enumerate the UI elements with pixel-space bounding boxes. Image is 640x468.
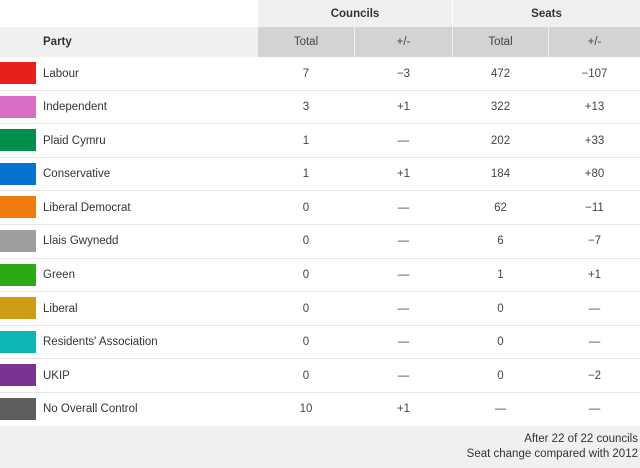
- councils-total-cell: 7: [302, 67, 310, 80]
- seats-change-cell: +33: [584, 134, 605, 147]
- councils-change-cell: —: [397, 134, 410, 147]
- party-color-swatch: [0, 95, 36, 118]
- party-color-swatch: [0, 129, 36, 152]
- party-color-swatch: [0, 364, 36, 387]
- party-name: Llais Gwynedd: [43, 235, 119, 248]
- seats-group-header: Seats: [453, 0, 640, 27]
- party-name: Labour: [43, 67, 79, 80]
- councils-change-cell: —: [397, 302, 410, 315]
- seats-total-cell: 0: [497, 369, 504, 382]
- seats-total-cell: 184: [490, 168, 511, 181]
- party-column-header: Party: [43, 36, 72, 48]
- councils-change-cell: —: [397, 269, 410, 282]
- column-header-row: Party Total +/- Total +/-: [0, 27, 640, 57]
- seats-total-cell: 202: [490, 134, 511, 147]
- councils-change-cell: +1: [396, 101, 411, 114]
- councils-change-cell: —: [397, 201, 410, 214]
- party-name: Liberal Democrat: [43, 201, 131, 214]
- councils-change-cell: −3: [396, 67, 411, 80]
- councils-change-cell: —: [397, 235, 410, 248]
- seats-total-cell: 472: [490, 67, 511, 80]
- seats-change-header: +/-: [549, 27, 640, 57]
- councils-total-header: Total: [258, 27, 354, 57]
- seats-change-cell: —: [588, 336, 601, 349]
- table-row: Green 0 — 1 +1: [0, 259, 640, 293]
- party-name: Plaid Cymru: [43, 134, 106, 147]
- seats-change-cell: +1: [587, 269, 602, 282]
- seats-total-header: Total: [453, 27, 548, 57]
- party-name: UKIP: [43, 369, 70, 382]
- party-color-swatch: [0, 330, 36, 353]
- councils-change-cell: —: [397, 369, 410, 382]
- party-name: Green: [43, 269, 75, 282]
- table-row: Residents' Association 0 — 0 —: [0, 326, 640, 360]
- seats-total-cell: —: [494, 403, 507, 416]
- seats-total-cell: 0: [497, 336, 504, 349]
- footer-comparison-note: Seat change compared with 2012: [466, 448, 638, 460]
- party-color-swatch: [0, 62, 36, 84]
- councils-total-cell: 0: [302, 201, 310, 214]
- table-row: Labour 7 −3 472 −107: [0, 57, 640, 91]
- party-name: Conservative: [43, 168, 111, 181]
- party-color-swatch: [0, 196, 36, 219]
- councils-change-header: +/-: [355, 27, 452, 57]
- councils-total-cell: 0: [302, 269, 310, 282]
- party-color-swatch: [0, 263, 36, 286]
- table-row: Liberal 0 — 0 —: [0, 292, 640, 326]
- councils-change-cell: —: [397, 336, 410, 349]
- table-row: UKIP 0 — 0 −2: [0, 359, 640, 393]
- table-row: Plaid Cymru 1 — 202 +33: [0, 124, 640, 158]
- councils-total-cell: 10: [299, 403, 313, 416]
- party-name: Liberal: [43, 302, 78, 315]
- table-row: Independent 3 +1 322 +13: [0, 91, 640, 125]
- seats-change-cell: +13: [584, 101, 605, 114]
- party-color-swatch: [0, 397, 36, 420]
- councils-total-cell: 3: [302, 101, 310, 114]
- group-header-row: Councils Seats: [0, 0, 640, 27]
- footer-progress-note: After 22 of 22 councils: [524, 433, 638, 445]
- party-name: No Overall Control: [43, 403, 138, 416]
- councils-change-cell: +1: [396, 403, 411, 416]
- party-color-swatch: [0, 297, 36, 320]
- seats-total-cell: 6: [497, 235, 504, 248]
- seats-total-cell: 62: [494, 201, 507, 214]
- seats-change-cell: —: [588, 302, 601, 315]
- seats-total-cell: 322: [490, 101, 511, 114]
- party-name: Residents' Association: [43, 336, 158, 349]
- councils-total-cell: 1: [302, 168, 310, 181]
- councils-total-cell: 0: [302, 369, 310, 382]
- councils-total-cell: 1: [302, 134, 310, 147]
- seats-change-cell: −2: [587, 369, 602, 382]
- councils-total-cell: 0: [302, 302, 310, 315]
- seats-change-cell: −7: [587, 235, 602, 248]
- councils-group-header: Councils: [258, 0, 452, 27]
- councils-total-cell: 0: [302, 336, 310, 349]
- table-body: Labour 7 −3 472 −107 Independent 3 +1 322 +13 Plai…: [0, 57, 640, 427]
- councils-change-cell: +1: [396, 168, 411, 181]
- party-name: Independent: [43, 101, 107, 114]
- table-row: Conservative 1 +1 184 +80: [0, 158, 640, 192]
- seats-change-cell: −11: [585, 201, 604, 214]
- party-color-swatch: [0, 229, 36, 252]
- table-row: No Overall Control 10 +1 — —: [0, 393, 640, 427]
- table-row: Liberal Democrat 0 — 62 −11: [0, 191, 640, 225]
- party-color-swatch: [0, 162, 36, 185]
- group-header-blank: [0, 0, 258, 27]
- seats-change-cell: +80: [584, 168, 605, 181]
- seats-change-cell: −107: [581, 67, 608, 80]
- seats-change-cell: —: [588, 403, 601, 416]
- table-footer: After 22 of 22 councils Seat change comp…: [0, 426, 640, 468]
- seats-total-cell: 0: [497, 302, 504, 315]
- seats-total-cell: 1: [497, 269, 504, 282]
- table-row: Llais Gwynedd 0 — 6 −7: [0, 225, 640, 259]
- councils-total-cell: 0: [302, 235, 310, 248]
